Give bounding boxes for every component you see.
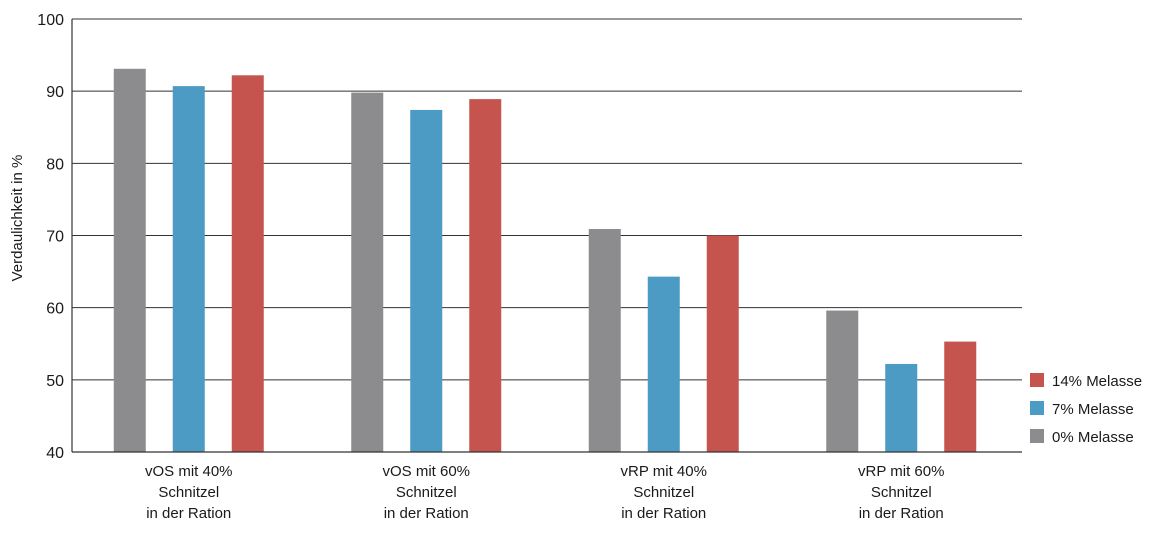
x-tick-label: vOS mit 60% [382,463,470,480]
bars [113,68,977,453]
x-tick-label: in der Ration [146,505,231,522]
legend-swatch [1030,429,1044,443]
x-tick-label: in der Ration [859,505,944,522]
y-tick-label: 40 [46,445,64,462]
y-tick-label: 80 [46,156,64,173]
bar [588,229,621,452]
x-tick-label: vRP mit 40% [621,463,707,480]
y-tick-label: 50 [46,373,64,390]
bar [469,99,502,452]
x-tick-label: in der Ration [384,505,469,522]
legend: 14% Melasse 7% Melasse 0% Melasse [1030,373,1142,446]
bar [172,86,205,453]
x-tick-label: Schnitzel [633,484,694,501]
bar [826,310,859,452]
bar [706,235,739,452]
y-tick-label: 100 [37,12,64,29]
axes: 40 50 60 70 80 90 100 vOS mit 40% Schnitzel in de… [37,12,1022,522]
legend-label: 7% Melasse [1052,401,1134,418]
x-tick-label: vOS mit 40% [145,463,233,480]
bar [113,68,146,453]
bar [944,341,977,452]
gridlines [72,18,1022,381]
y-axis-title: Verdaulichkeit in % [9,155,26,282]
bar [647,276,680,452]
bar [351,92,384,453]
x-tick-label: Schnitzel [396,484,457,501]
y-tick-label: 90 [46,84,64,101]
bar [231,75,264,452]
x-tick-label: vRP mit 60% [858,463,944,480]
y-tick-label: 70 [46,229,64,246]
x-tick-label: in der Ration [621,505,706,522]
x-tick-label: Schnitzel [871,484,932,501]
legend-label: 14% Melasse [1052,373,1142,390]
legend-swatch [1030,373,1044,387]
x-tick-label: Schnitzel [158,484,219,501]
legend-swatch [1030,401,1044,415]
y-tick-label: 60 [46,301,64,318]
bar [410,109,443,453]
legend-label: 0% Melasse [1052,429,1134,446]
bar [885,363,918,452]
